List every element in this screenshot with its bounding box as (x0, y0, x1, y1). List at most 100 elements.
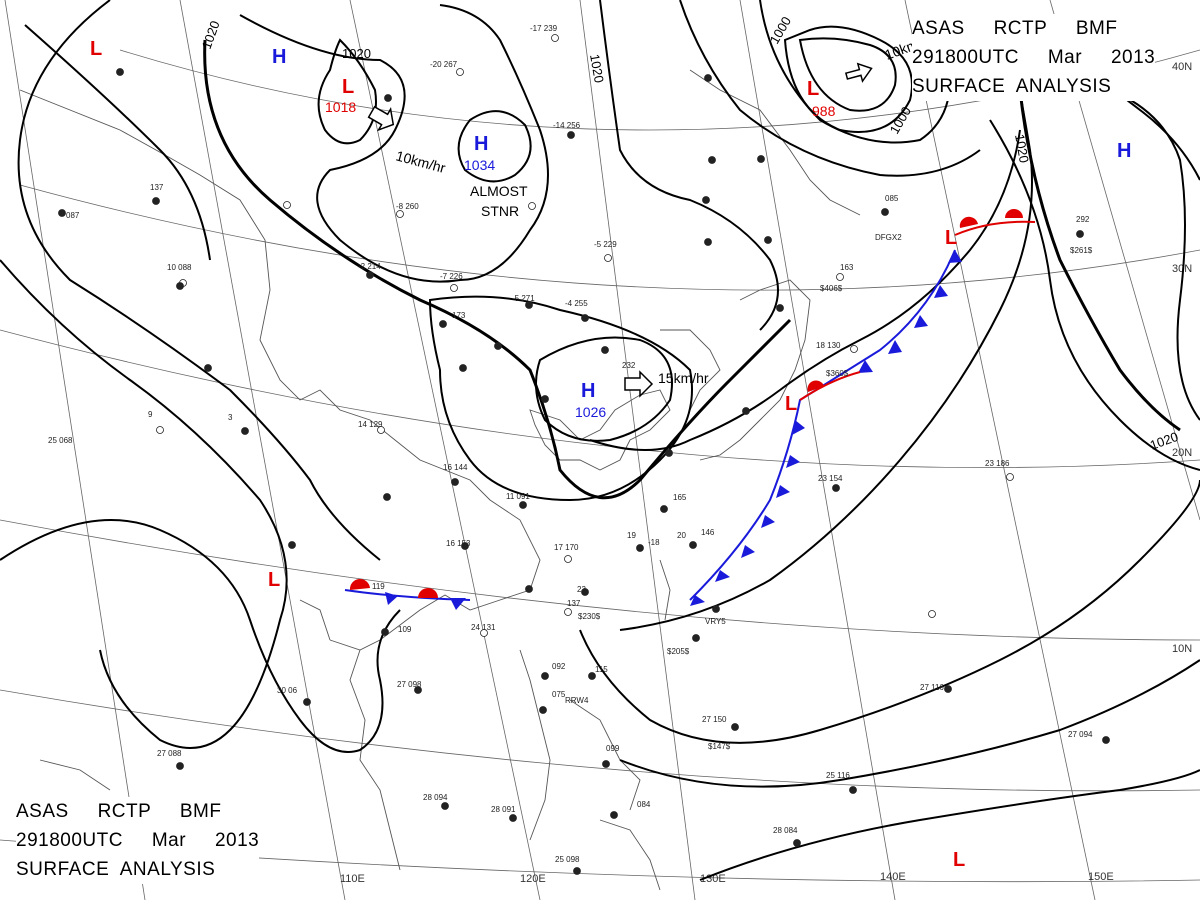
station-label: 165 (673, 493, 687, 502)
lon-label-130e: 130E (700, 873, 726, 885)
station-label: 28 091 (491, 805, 516, 814)
station-label: 18 130 (816, 341, 841, 350)
station-markers (58, 34, 1110, 875)
isobar-label: 1020 (342, 46, 371, 61)
station-label: VRY5 (705, 617, 726, 626)
title-line-datetime: 291800UTC Mar 2013 (912, 47, 1156, 68)
high-center: H (1117, 140, 1131, 162)
isobar-label: 1020 (199, 19, 223, 51)
station-label: 23 (577, 585, 586, 594)
station-label: 11 091 (506, 492, 530, 501)
low-center: L (90, 38, 102, 60)
station-label: -14 256 (553, 121, 581, 130)
station-label: 137 (567, 599, 581, 608)
station-label: -20 267 (430, 60, 458, 69)
lat-label-30n: 30N (1172, 263, 1192, 275)
motion-status-label: ALMOST (470, 183, 528, 199)
station-label: $205$ (667, 647, 690, 656)
station-label: 099 (606, 744, 620, 753)
station-label: $147$ (708, 742, 731, 751)
station-label: 14 129 (358, 420, 383, 429)
lat-label-40n: 40N (1172, 61, 1192, 73)
station-label: 092 (552, 662, 566, 671)
lat-label-20n: 20N (1172, 447, 1192, 459)
stationary-front-symbols (349, 578, 466, 610)
station-label: 16 144 (443, 463, 468, 472)
low-center: L (807, 78, 819, 100)
low-center: L (945, 227, 957, 249)
lon-label-120e: 120E (520, 873, 546, 885)
isobars (0, 0, 1200, 881)
high-pressure-value: 1034 (464, 157, 495, 173)
lat-label-10n: 10N (1172, 643, 1192, 655)
isobar-label: 1020 (1012, 133, 1032, 164)
station-label: 115 (595, 665, 608, 674)
station-label: -2 214 (358, 262, 381, 271)
warm-front (799, 371, 861, 401)
graticule-labels: 110E 120E 130E 140E 150E 40N 30N 20N 10N (340, 61, 1192, 885)
station-label: 137 (150, 183, 164, 192)
station-label: 9 (148, 410, 153, 419)
fronts (344, 209, 1036, 610)
station-label: -5 271 (512, 294, 535, 303)
station-label: 292 (1076, 215, 1090, 224)
low-center: L (342, 76, 354, 98)
high-center: H (581, 380, 595, 402)
station-label: 28 094 (423, 793, 448, 802)
station-label: 16 153 (446, 539, 471, 548)
warm-front-semicircles (959, 209, 1023, 228)
station-label: 173 (452, 311, 466, 320)
warm-front (954, 220, 1036, 236)
pressure-systems: L H L 1018 H 1034 L 988 H H 1026 L L L L (90, 38, 1131, 871)
station-label: 27 116 (920, 683, 944, 692)
motion-labels: 10km/hr ALMOST STNR 15km/hr 10km/hr (394, 30, 936, 386)
station-label: 087 (66, 211, 80, 220)
station-label: 28 084 (773, 826, 798, 835)
isobar-label: 1000 (767, 14, 794, 47)
station-label: 27 088 (157, 749, 182, 758)
isobar-label: 1000 (887, 104, 914, 137)
lon-label-140e: 140E (880, 871, 906, 883)
motion-status-label: STNR (481, 203, 519, 219)
station-label: 084 (637, 800, 651, 809)
high-center: H (474, 133, 488, 155)
motion-speed-label: 10km/hr (394, 147, 447, 176)
station-label: 23 154 (818, 474, 843, 483)
station-label: $230$ (578, 612, 601, 621)
cold-front (689, 249, 956, 601)
station-label: 27 098 (397, 680, 422, 689)
station-label: $406$ (820, 284, 843, 293)
station-label: 25 098 (555, 855, 580, 864)
station-label: -7 226 (440, 272, 463, 281)
station-label: 19 (627, 531, 636, 540)
title-line-product: SURFACE ANALYSIS (16, 859, 216, 880)
title-line-product: SURFACE ANALYSIS (912, 76, 1112, 97)
map-title-bottom: ASAS RCTP BMF 291800UTC Mar 2013 SURFACE… (16, 797, 260, 884)
station-label: 075 (552, 690, 566, 699)
station-label: -4 255 (565, 299, 588, 308)
station-label: 17 170 (554, 543, 579, 552)
station-label: 25 068 (48, 436, 73, 445)
station-label: 085 (885, 194, 899, 203)
station-label: RRW4 (565, 696, 589, 705)
station-label: 27 094 (1068, 730, 1093, 739)
high-pressure-value: 1026 (575, 404, 606, 420)
high-center: H (272, 46, 286, 68)
map-title-top: ASAS RCTP BMF 291800UTC Mar 2013 SURFACE… (912, 14, 1156, 101)
motion-speed-label: 15km/hr (658, 370, 709, 386)
motion-arrows (367, 62, 873, 398)
warm-front-semicircles (807, 380, 824, 392)
station-label: DFGX2 (875, 233, 902, 242)
station-label: 232 (622, 361, 636, 370)
station-labels: -17 239 -20 267 -14 256 -8 260 -2 214 -7… (48, 24, 1093, 864)
coastlines (19, 69, 861, 891)
station-label: 27 150 (702, 715, 727, 724)
low-pressure-value: 1018 (325, 99, 356, 115)
title-line-agency: ASAS RCTP BMF (16, 801, 222, 822)
station-label: -5 229 (594, 240, 617, 249)
station-label: -17 239 (530, 24, 558, 33)
station-label: $261$ (1070, 246, 1093, 255)
low-center: L (953, 849, 965, 871)
